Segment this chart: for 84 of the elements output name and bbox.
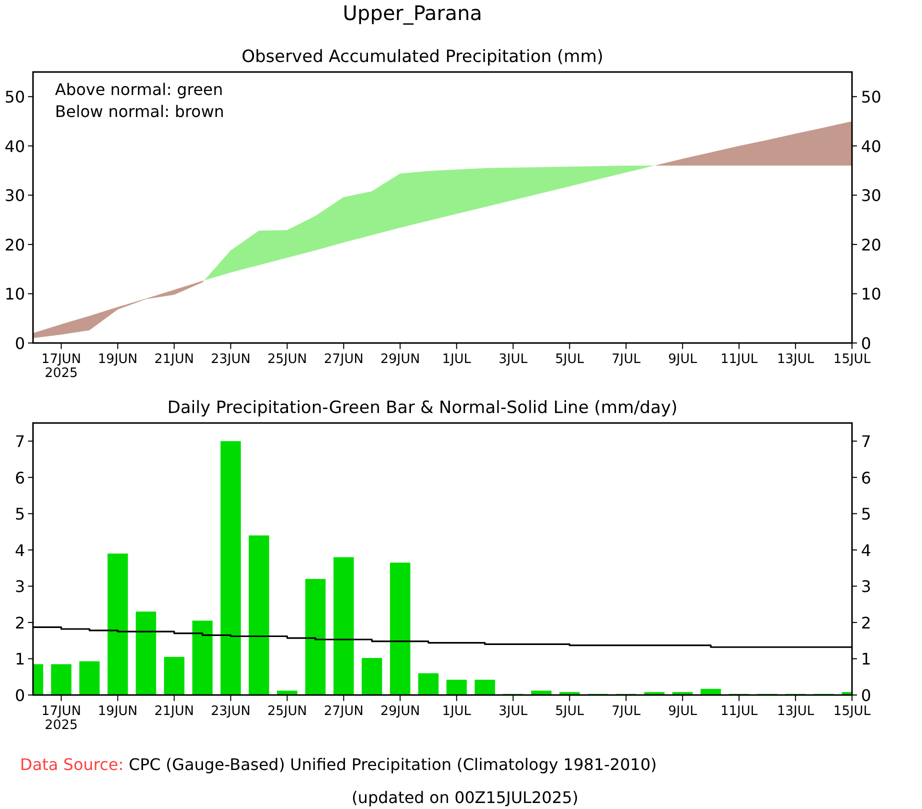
x-tick-label: 7JUL: [612, 352, 642, 367]
y2-tick-label: 50: [861, 88, 882, 107]
x-tick-label: 3JUL: [498, 352, 528, 367]
bar: [220, 441, 241, 695]
x-tick-label: 29JUN: [380, 352, 420, 367]
y2-tick-label: 4: [861, 540, 872, 560]
y2-tick-label: 5: [861, 504, 872, 524]
y2-tick-label: 1: [861, 650, 872, 669]
x-tick-label: 15JUL: [833, 704, 872, 719]
y2-tick-label: 3: [861, 577, 872, 596]
bar: [192, 620, 213, 695]
bar: [700, 688, 721, 695]
y2-tick-label: 7: [861, 432, 872, 452]
annotation: Below normal: brown: [55, 102, 224, 121]
x-tick-label: 11JUL: [720, 352, 758, 367]
y2-tick-label: 40: [861, 136, 882, 156]
x-tick-label: 27JUN: [324, 352, 364, 367]
y-tick-label: 4: [14, 540, 25, 560]
x-tick-label: 17JUN 2025: [41, 352, 82, 381]
y2-tick-label: 20: [861, 235, 882, 254]
x-tick-label: 21JUN: [154, 704, 194, 719]
x-tick-label: 23JUN: [210, 352, 250, 367]
bar: [277, 690, 298, 695]
x-tick-label: 15JUL: [833, 352, 872, 367]
y-tick-label: 2: [14, 613, 25, 632]
x-tick-label: 9JUL: [668, 352, 698, 367]
y-tick-label: 3: [14, 577, 25, 596]
x-tick-label: 3JUL: [498, 704, 528, 719]
text: CPC (Gauge-Based) Unified Precipitation (Climatology 1981-2010): [124, 755, 657, 774]
x-tick-label: 27JUN: [324, 704, 364, 719]
x-tick-label: 23JUN: [210, 704, 250, 719]
bar: [136, 612, 156, 695]
x-tick-label: 1JUL: [442, 352, 472, 367]
y-tick-label: 0: [14, 334, 25, 353]
chart-subtitle: Observed Accumulated Precipitation (mm): [242, 47, 604, 67]
x-tick-label: 11JUL: [720, 704, 758, 719]
text: (updated on 00Z15JUL2025): [352, 788, 578, 807]
bar: [446, 680, 467, 695]
x-tick-label: 7JUL: [612, 704, 642, 719]
annotation: Above normal: green: [55, 80, 224, 99]
bar: [108, 554, 128, 695]
x-tick-label: 9JUL: [668, 704, 698, 719]
y-tick-label: 30: [4, 186, 25, 206]
y-tick-label: 5: [14, 504, 25, 524]
y-tick-label: 20: [4, 235, 25, 254]
x-tick-label: 13JUL: [776, 704, 815, 719]
source-note: Data Source:: [20, 755, 124, 774]
x-tick-label: 1JUL: [442, 704, 472, 719]
y2-tick-label: 30: [861, 186, 882, 206]
x-tick-label: 13JUL: [776, 352, 815, 367]
bar: [362, 658, 382, 695]
bar: [305, 578, 326, 695]
y2-tick-label: 2: [861, 613, 872, 632]
x-tick-label: 25JUN: [267, 704, 307, 719]
bar: [164, 656, 184, 695]
bar: [531, 690, 552, 695]
y-tick-label: 10: [4, 284, 25, 304]
y-tick-label: 1: [14, 650, 25, 669]
x-tick-label: 19JUN: [98, 704, 138, 719]
bar: [418, 673, 439, 695]
chart-title: Daily Precipitation-Green Bar & Normal-Solid Line (mm/day): [167, 398, 678, 418]
y2-tick-label: 0: [861, 334, 872, 353]
y-tick-label: 7: [14, 432, 25, 452]
x-tick-label: 17JUN 2025: [41, 704, 82, 733]
bar: [51, 664, 72, 695]
x-tick-label: 21JUN: [154, 352, 194, 367]
y-tick-label: 50: [4, 88, 25, 107]
bar: [333, 557, 354, 695]
x-tick-label: 19JUN: [98, 352, 138, 367]
x-tick-label: 5JUL: [555, 704, 585, 719]
chart-title: Upper_Parana: [342, 1, 482, 25]
y-tick-label: 6: [14, 468, 25, 488]
bar: [248, 535, 270, 695]
x-tick-label: 5JUL: [555, 352, 585, 367]
y-tick-label: 0: [14, 686, 25, 705]
y2-tick-label: 6: [861, 468, 872, 488]
x-tick-label: 25JUN: [267, 352, 307, 367]
bar: [474, 680, 496, 695]
y2-tick-label: 0: [861, 686, 872, 705]
x-tick-label: 29JUN: [380, 704, 420, 719]
bar: [79, 661, 100, 695]
y2-tick-label: 10: [861, 284, 882, 304]
y-tick-label: 40: [4, 136, 25, 156]
bar: [390, 562, 410, 695]
